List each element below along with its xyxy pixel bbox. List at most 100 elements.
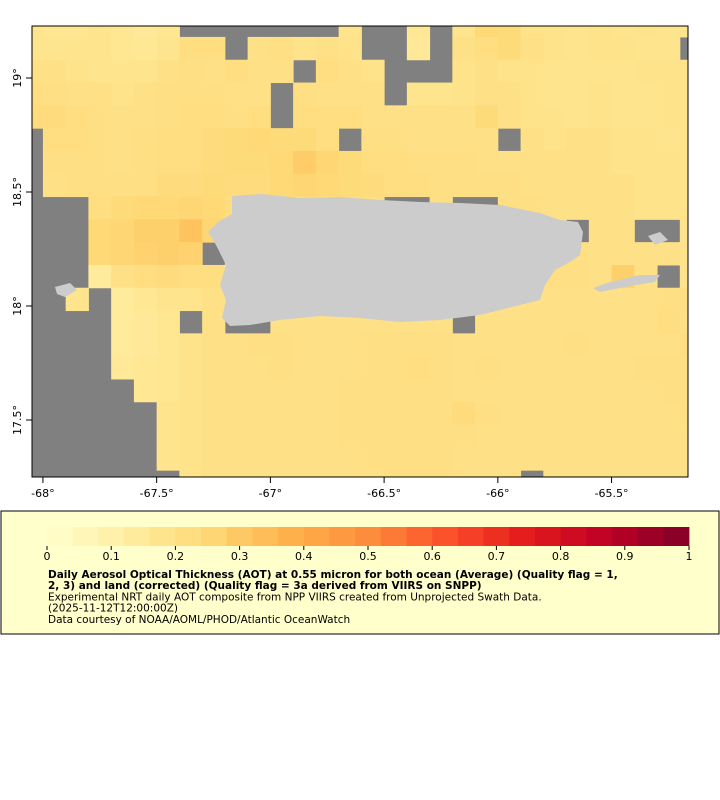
caption: Daily Aerosol Optical Thickness (AOT) at… [48,569,618,626]
aot-cell [679,242,688,266]
aot-cell [315,173,340,198]
aot-cell [543,128,567,152]
aot-cell [293,150,317,175]
aot-cell [588,264,613,289]
aot-cell [657,333,681,357]
aot-cell [679,378,688,403]
colorbar-bin [432,527,459,546]
aot-cell [224,173,249,198]
aot-cell [293,470,317,477]
aot-cell [588,333,613,357]
aot-cell [657,82,681,106]
aot-cell [224,59,249,84]
aot-cell [179,36,203,61]
aot-cell [588,310,613,334]
aot-cell [133,26,158,38]
aot-cell [133,59,158,84]
aot-cell [475,105,499,129]
aot-cell [406,333,431,357]
colorbar-bin [201,527,228,546]
aot-cell [475,333,499,357]
aot-cell [156,82,180,106]
aot-cell [634,401,658,426]
aot-cell [611,356,635,380]
x-tick-label: -67° [259,487,282,500]
aot-cell [679,128,688,152]
aot-cell [338,173,362,198]
aot-cell [566,128,590,152]
aot-cell [679,150,688,175]
aot-cell [247,470,271,477]
aot-cell [611,59,635,84]
aot-cell [566,310,590,334]
aot-cell [202,401,226,426]
aot-cell [133,105,158,129]
aot-cell [588,82,613,106]
aot-cell [657,59,681,84]
aot-cell [384,401,408,426]
aot-cell [475,150,499,175]
aot-cell [429,82,453,106]
aot-cell [543,424,567,448]
aot-cell [543,287,567,312]
aot-cell [634,242,658,266]
aot-cell [429,401,453,426]
aot-cell [338,59,362,84]
aot-cell [270,59,294,84]
aot-cell [429,378,453,403]
aot-cell [384,378,408,403]
mona [55,283,77,297]
aot-cell [338,105,362,129]
aot-cell [338,26,362,38]
colorbar-tick-label: 0.3 [231,550,249,563]
aot-cell [497,447,522,471]
aot-cell [566,59,590,84]
aot-cell [179,105,203,129]
aot-cell [315,82,340,106]
aot-cell [566,424,590,448]
aot-cell [315,470,340,477]
aot-cell [520,173,544,198]
aot-cell [202,196,226,220]
aot-cell [679,264,688,289]
aot-cell [543,105,567,129]
aot-cell [406,150,431,175]
aot-cell [32,59,44,84]
aot-cell [588,287,613,312]
aot-cell [42,36,67,61]
aot-cell [179,219,203,243]
aot-cell [293,447,317,471]
aot-cell [611,310,635,334]
aot-cell [384,470,408,477]
aot-cell [111,150,135,175]
aot-cell [475,401,499,426]
aot-cell [361,447,385,471]
aot-cell [247,59,271,84]
aot-cell [634,173,658,198]
aot-cell [384,333,408,357]
aot-cell [338,150,362,175]
aot-cell [634,287,658,312]
aot-cell [338,378,362,403]
aot-cell [156,59,180,84]
aot-cell [315,356,340,380]
colorbar-tick-label: 0.1 [102,550,120,563]
aot-cell [202,82,226,106]
aot-cell [293,82,317,106]
plot-frame [31,25,689,478]
aot-cell [224,401,249,426]
aot-cell [657,196,681,220]
aot-cell [293,105,317,129]
aot-cell [42,105,67,129]
aot-cell [88,105,112,129]
caption-line: 2, 3) and land (corrected) (Quality flag… [48,580,482,592]
caption-line: Data courtesy of NOAA/AOML/PHOD/Atlantic… [48,614,350,626]
aot-cell [520,59,544,84]
aot-cell [315,401,340,426]
aot-cell [679,356,688,380]
aot-cell [429,128,453,152]
x-tick-label: -67.5° [140,487,174,500]
aot-cell [634,424,658,448]
aot-cell [361,150,385,175]
aot-cell [657,287,681,312]
